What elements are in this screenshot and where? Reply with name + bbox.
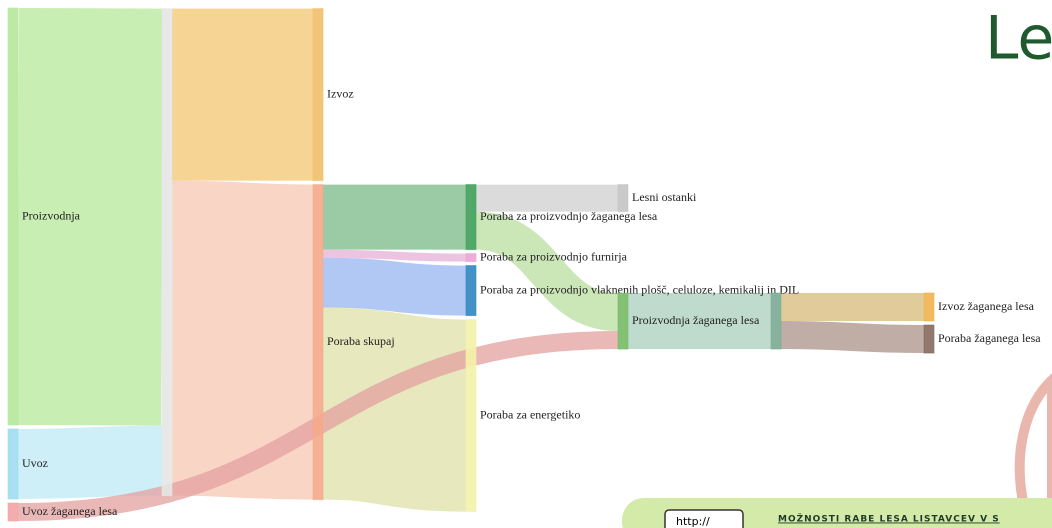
node (923, 324, 935, 354)
node-label: Lesni ostanki (632, 190, 697, 204)
link (17, 425, 163, 499)
link (17, 8, 163, 426)
node (312, 8, 324, 182)
link (322, 249, 467, 262)
link-box (664, 509, 744, 528)
node (465, 184, 477, 251)
node (465, 319, 477, 513)
node (770, 292, 782, 350)
node-label: Poraba za proizvodnjo vlaknenih plošč, c… (480, 282, 799, 296)
link (322, 257, 467, 316)
node-label: Uvoz (22, 456, 48, 470)
links (17, 8, 925, 521)
node (617, 184, 629, 213)
link-text: http:// (676, 515, 710, 528)
nodes: Proizvodnja Uvoz Uvoz žaganega lesa Izvoz Po… (7, 7, 1041, 522)
node-label: Uvoz žaganega lesa (22, 504, 118, 518)
node (923, 292, 935, 322)
node-label: Poraba žaganega lesa (938, 331, 1041, 345)
link (474, 211, 620, 332)
link (171, 180, 314, 500)
node-label: Izvoz (327, 86, 354, 100)
node-label: Proizvodnja žaganega lesa (632, 313, 760, 327)
node (7, 7, 19, 426)
banner-text[interactable]: MOŽNOSTI RABE LESA LISTAVCEV V S (778, 513, 1000, 525)
node-label: Poraba za proizvodnjo žaganega lesa (480, 209, 658, 223)
node-label: Izvoz žaganega lesa (938, 299, 1035, 313)
node (7, 502, 19, 522)
node (7, 428, 19, 500)
node-label: Poraba za energetiko (480, 407, 580, 421)
node-label: Proizvodnja (22, 208, 81, 222)
node (312, 184, 324, 501)
node (465, 253, 477, 263)
node-label: Poraba skupaj (327, 334, 395, 348)
node (617, 292, 629, 350)
node (465, 265, 477, 317)
node (161, 8, 173, 497)
link (780, 321, 925, 354)
node-label: Poraba za proizvodnjo furnirja (480, 249, 628, 263)
heading: Le (985, 4, 1052, 74)
